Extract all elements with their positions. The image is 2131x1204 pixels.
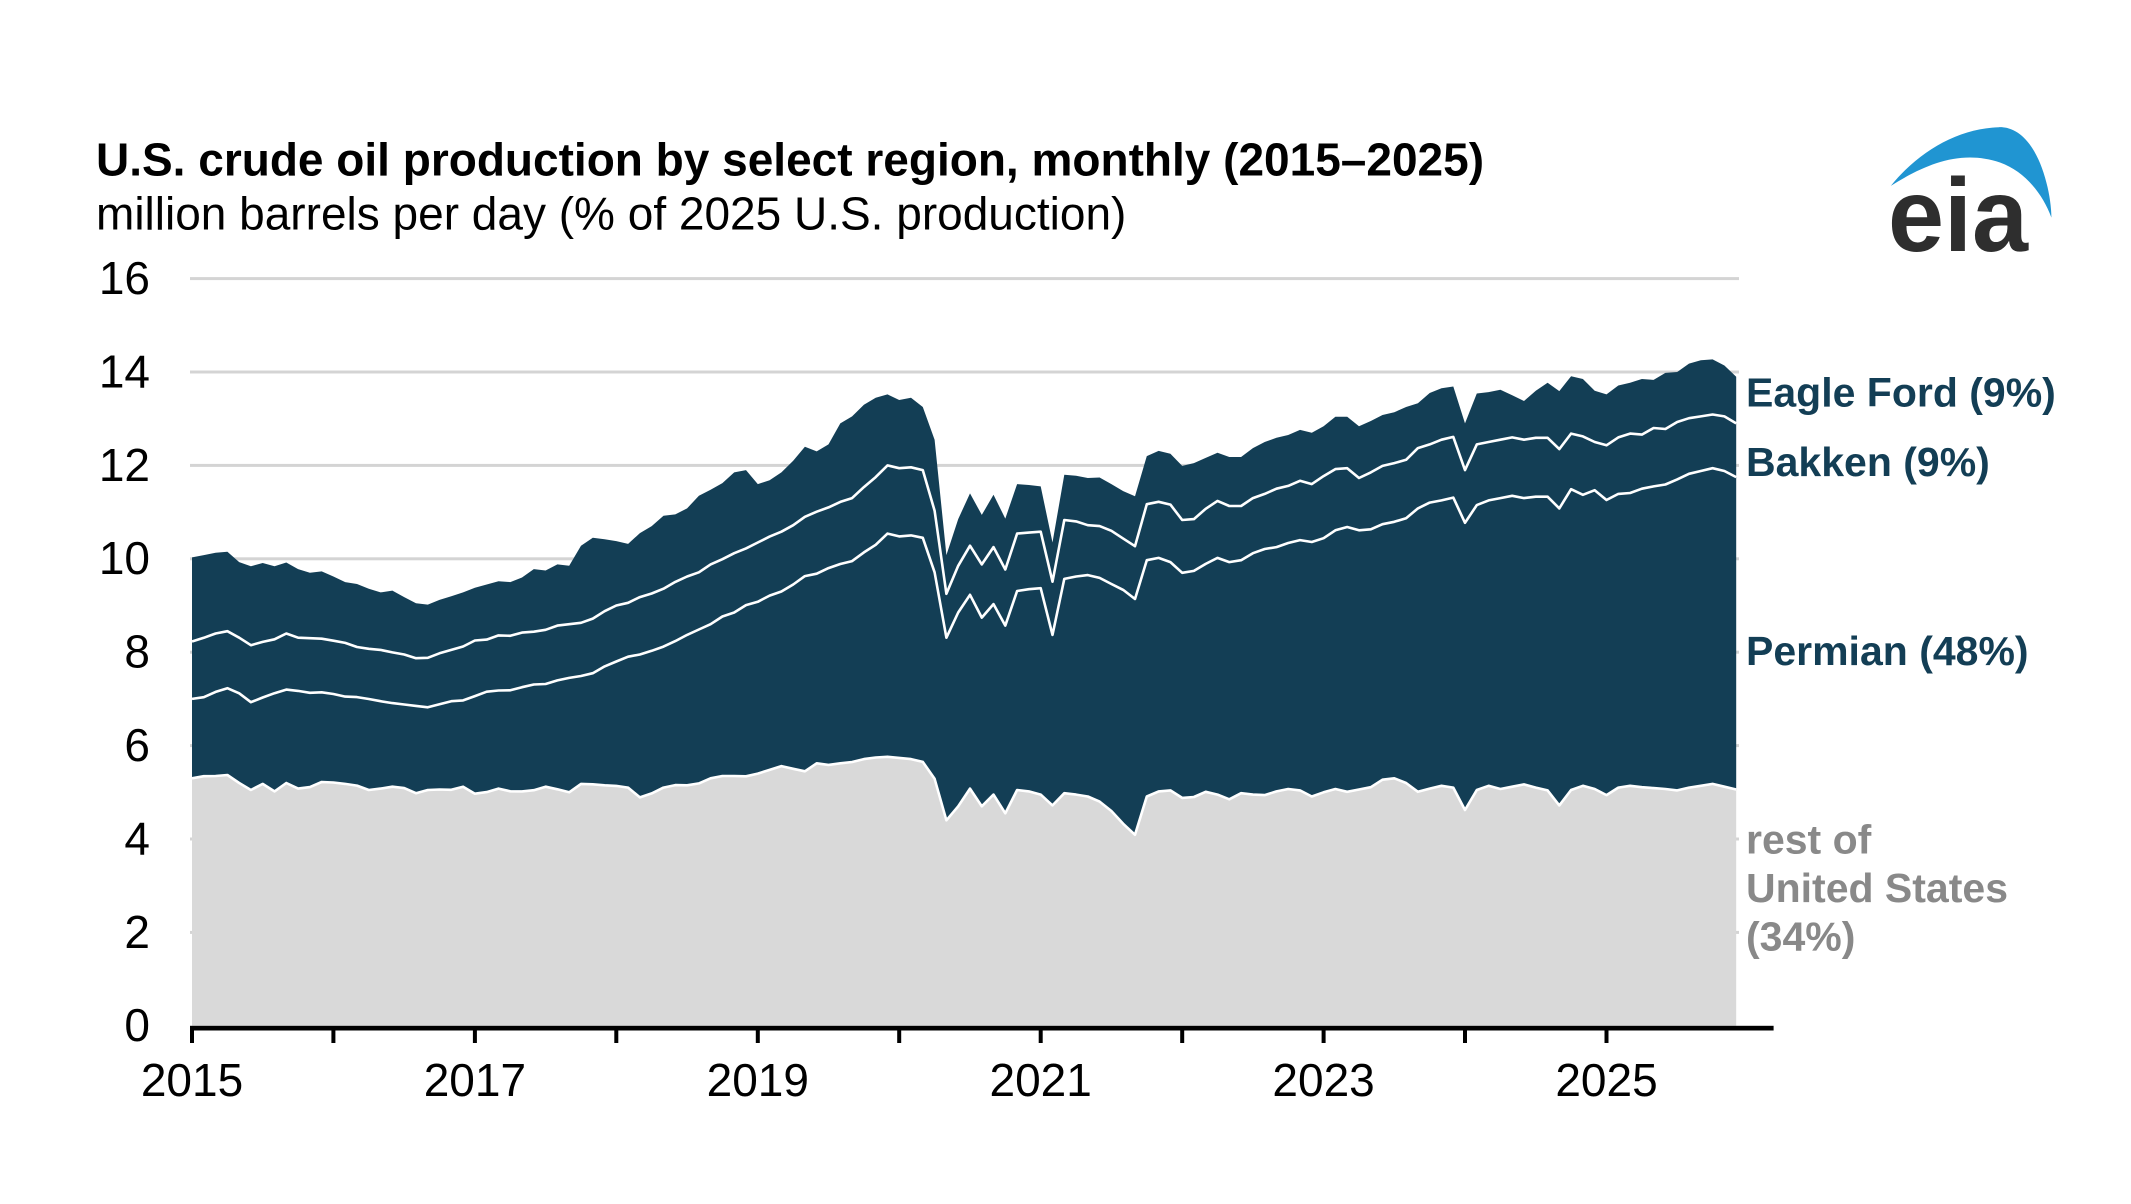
svg-text:2017: 2017	[424, 1054, 526, 1106]
svg-text:12: 12	[99, 439, 150, 491]
svg-text:Permian (48%): Permian (48%)	[1746, 628, 2029, 674]
svg-text:6: 6	[124, 719, 150, 771]
svg-text:Eagle Ford (9%): Eagle Ford (9%)	[1746, 370, 2056, 416]
svg-text:2023: 2023	[1272, 1054, 1374, 1106]
svg-text:Bakken (9%): Bakken (9%)	[1746, 439, 1990, 485]
svg-text:million barrels per day (% of: million barrels per day (% of 2025 U.S. …	[96, 187, 1126, 239]
svg-text:eia: eia	[1888, 158, 2029, 274]
svg-text:16: 16	[99, 252, 150, 304]
svg-text:10: 10	[99, 532, 150, 584]
svg-text:2025: 2025	[1555, 1054, 1657, 1106]
svg-text:United States: United States	[1746, 865, 2008, 911]
svg-text:U.S. crude oil production by s: U.S. crude oil production by select regi…	[96, 134, 1484, 186]
svg-text:2015: 2015	[141, 1054, 243, 1106]
svg-text:(34%): (34%)	[1746, 913, 1855, 959]
svg-text:4: 4	[124, 812, 150, 864]
svg-text:2019: 2019	[707, 1054, 809, 1106]
svg-text:14: 14	[99, 345, 150, 397]
svg-text:0: 0	[124, 999, 150, 1051]
svg-text:8: 8	[124, 626, 150, 678]
svg-text:2021: 2021	[990, 1054, 1092, 1106]
svg-text:2: 2	[124, 906, 150, 958]
svg-text:rest of: rest of	[1746, 817, 1872, 863]
